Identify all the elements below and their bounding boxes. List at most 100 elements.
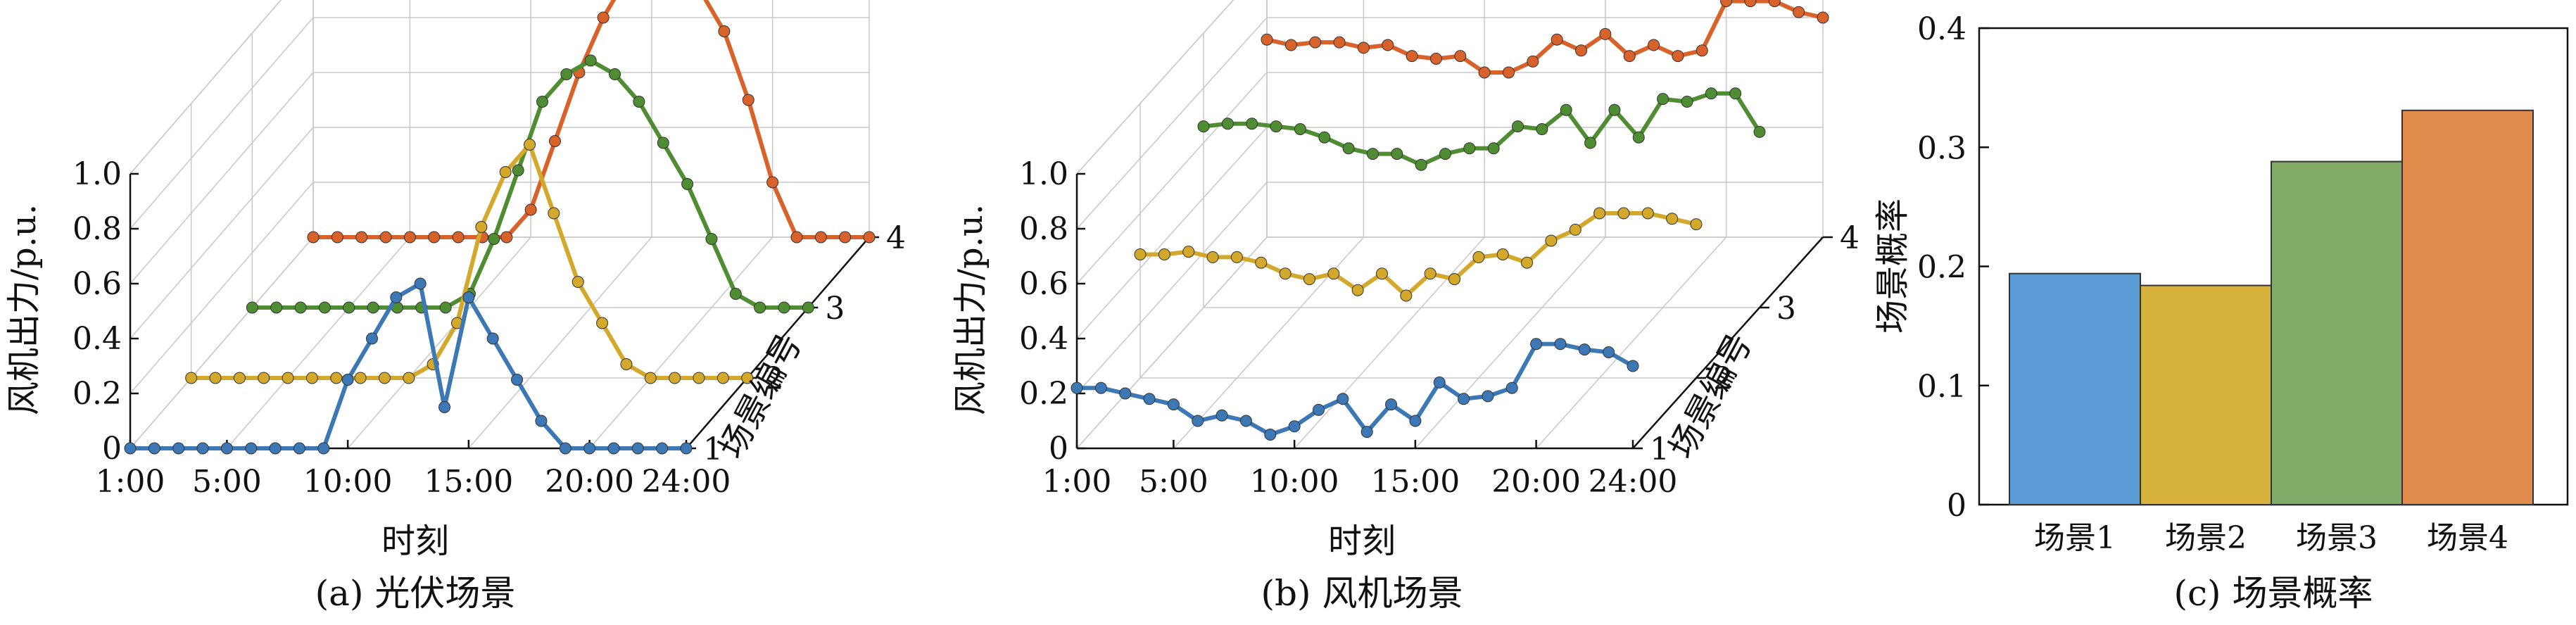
series-point-4: [1551, 33, 1563, 46]
series-point-2: [644, 372, 657, 384]
series-point-3: [778, 301, 790, 314]
floor-gridline: [226, 236, 410, 449]
z-tick-label: 2: [1713, 361, 1733, 397]
side-wall-gridline: [1076, 17, 1268, 229]
series-point-2: [1593, 207, 1606, 220]
series-point-4: [1793, 6, 1805, 18]
x-tick-label: 1:00: [1042, 464, 1112, 500]
series-point-3: [560, 68, 573, 80]
x-tick-label: 10:00: [1250, 464, 1339, 500]
x-tick-label: 场景3: [2296, 520, 2378, 556]
series-point-1: [1239, 415, 1252, 427]
y-axis-label: 风机出力/p.u.: [951, 204, 990, 415]
series-point-1: [341, 374, 354, 386]
series-point-4: [331, 231, 343, 244]
series-point-2: [716, 372, 729, 384]
series-point-3: [1366, 148, 1379, 160]
x-tick-label: 10:00: [303, 464, 393, 500]
series-point-2: [1496, 248, 1509, 260]
series-point-1: [1337, 393, 1349, 405]
series-point-4: [766, 176, 779, 189]
series-point-3: [1221, 118, 1234, 130]
series-point-3: [705, 233, 718, 245]
x-tick-label: 24:00: [642, 464, 731, 500]
y-tick-label: 0.4: [72, 321, 122, 357]
series-point-1: [438, 401, 451, 413]
series-point-4: [428, 231, 441, 244]
y-tick-label: 0.3: [1917, 130, 1966, 166]
series-point-1: [1554, 338, 1567, 351]
series-point-1: [1167, 398, 1180, 411]
series-point-3: [1487, 142, 1500, 155]
series-point-1: [607, 442, 620, 455]
series-point-3: [1584, 137, 1597, 149]
y-tick-label: 0.6: [1019, 266, 1068, 302]
series-point-3: [1246, 118, 1258, 130]
series-point-3: [318, 301, 331, 314]
series-line-2: [1140, 211, 1697, 298]
series-point-1: [1264, 429, 1277, 441]
series-point-2: [524, 139, 536, 151]
series-point-3: [754, 301, 766, 314]
series-point-4: [597, 11, 610, 24]
series-point-3: [633, 96, 645, 108]
z-tick-label: 1: [703, 431, 723, 467]
series-point-4: [452, 231, 465, 244]
series-point-4: [548, 135, 561, 147]
series-point-3: [1342, 142, 1355, 155]
series-point-2: [1472, 251, 1485, 263]
z-axis-line: [686, 236, 870, 449]
series-point-3: [1415, 158, 1427, 171]
series-point-1: [269, 442, 282, 455]
series-point-4: [839, 231, 852, 244]
series-point-1: [220, 442, 233, 455]
x-tick-label: 场景4: [2427, 520, 2508, 556]
series-point-4: [1817, 11, 1829, 24]
series-point-2: [572, 276, 584, 288]
y-tick-label: 0: [1947, 488, 1966, 524]
series-point-1: [1288, 420, 1301, 433]
series-point-3: [1391, 148, 1403, 160]
series-point-1: [1627, 360, 1639, 372]
series-point-3: [536, 96, 549, 108]
x-tick-label: 1:00: [96, 464, 165, 500]
floor-gridline: [130, 236, 314, 449]
series-point-4: [1575, 44, 1588, 57]
series-point-1: [1360, 426, 1373, 438]
series-point-3: [1270, 120, 1282, 133]
x-tick-label: 24:00: [1589, 464, 1678, 500]
series-point-1: [1192, 415, 1204, 427]
x-axis-label: 时刻: [381, 522, 449, 561]
series-point-1: [1603, 346, 1615, 358]
chart-caption: (a) 光伏场景: [315, 573, 516, 614]
side-wall-gridline: [130, 17, 314, 229]
chart-caption: (b) 风机场景: [1261, 573, 1463, 614]
x-tick-label: 20:00: [1491, 464, 1581, 500]
series-point-2: [1255, 256, 1268, 269]
floor-gridline: [589, 236, 774, 449]
floor-gridline: [1415, 236, 1606, 449]
y-tick-label: 0: [102, 431, 122, 467]
z-tick-label: 2: [764, 361, 784, 397]
series-point-1: [1409, 415, 1422, 427]
series-point-1: [1385, 398, 1398, 411]
series-point-1: [1216, 409, 1228, 422]
y-tick-label: 0.4: [1917, 11, 1966, 47]
series-point-4: [1768, 0, 1781, 8]
y-tick-label: 0.4: [1019, 321, 1068, 357]
y-tick-label: 0.6: [72, 266, 122, 302]
z-tick-label: 1: [1650, 431, 1669, 467]
series-point-3: [270, 301, 283, 314]
series-point-3: [681, 178, 694, 190]
series-point-3: [1536, 123, 1548, 135]
series-point-2: [669, 372, 681, 384]
series-point-4: [1478, 66, 1491, 79]
series-point-4: [1672, 50, 1684, 63]
series-point-4: [1429, 53, 1442, 65]
series-point-4: [355, 231, 368, 244]
series-point-4: [814, 231, 827, 244]
side-wall-gridline: [1076, 0, 1235, 175]
series-point-1: [245, 442, 258, 455]
chart-b-wind-scenarios: 00.20.40.60.81.01:00 5:00 10:00 15:00 20:00 2…: [951, 0, 1860, 614]
bar-scenario-4: [2401, 109, 2534, 506]
